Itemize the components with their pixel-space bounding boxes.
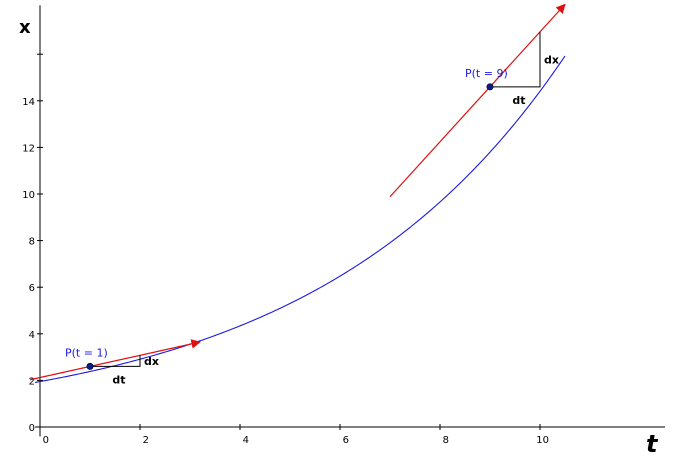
t-tick-label: 0 bbox=[43, 435, 49, 446]
function-curve bbox=[34, 55, 566, 384]
dt-label: dt bbox=[112, 373, 125, 386]
point-marker bbox=[486, 83, 494, 91]
point-marker bbox=[86, 362, 94, 370]
t-tick-label: 6 bbox=[343, 435, 349, 446]
y-axis-title: x bbox=[19, 17, 31, 38]
x-tick-label: 12 bbox=[22, 143, 35, 154]
tangent-points: dt dx P(t = 1) dt dx P(t = 9) bbox=[29, 3, 566, 386]
t-tick-label: 2 bbox=[143, 435, 149, 446]
x-tick-label: 8 bbox=[29, 237, 35, 248]
x-tick-label: 10 bbox=[22, 190, 35, 201]
x-tick-label: 4 bbox=[29, 330, 35, 341]
dt-dx-guide bbox=[90, 355, 141, 367]
x-tick-label: 0 bbox=[29, 423, 35, 434]
dt-dx-guide bbox=[490, 31, 541, 88]
x-tick-label: 6 bbox=[29, 283, 35, 294]
tangent-line bbox=[29, 339, 201, 381]
point-label: P(t = 9) bbox=[465, 67, 508, 80]
tangent-line bbox=[389, 3, 566, 198]
dx-label: dx bbox=[544, 53, 559, 66]
dt-label: dt bbox=[512, 94, 525, 107]
t-tick-label: 4 bbox=[243, 435, 249, 446]
x-tick-label: 14 bbox=[22, 97, 35, 108]
x-axis-title: t bbox=[646, 430, 659, 458]
x-tick-label: 2 bbox=[29, 376, 35, 387]
t-tick-label: 8 bbox=[443, 435, 449, 446]
t-tick-label: 10 bbox=[536, 435, 549, 446]
point-label: P(t = 1) bbox=[65, 346, 108, 359]
axis-ticks: 0 2 4 6 8 10 0 2 4 6 8 10 12 14 bbox=[22, 53, 549, 446]
dx-label: dx bbox=[144, 355, 159, 368]
